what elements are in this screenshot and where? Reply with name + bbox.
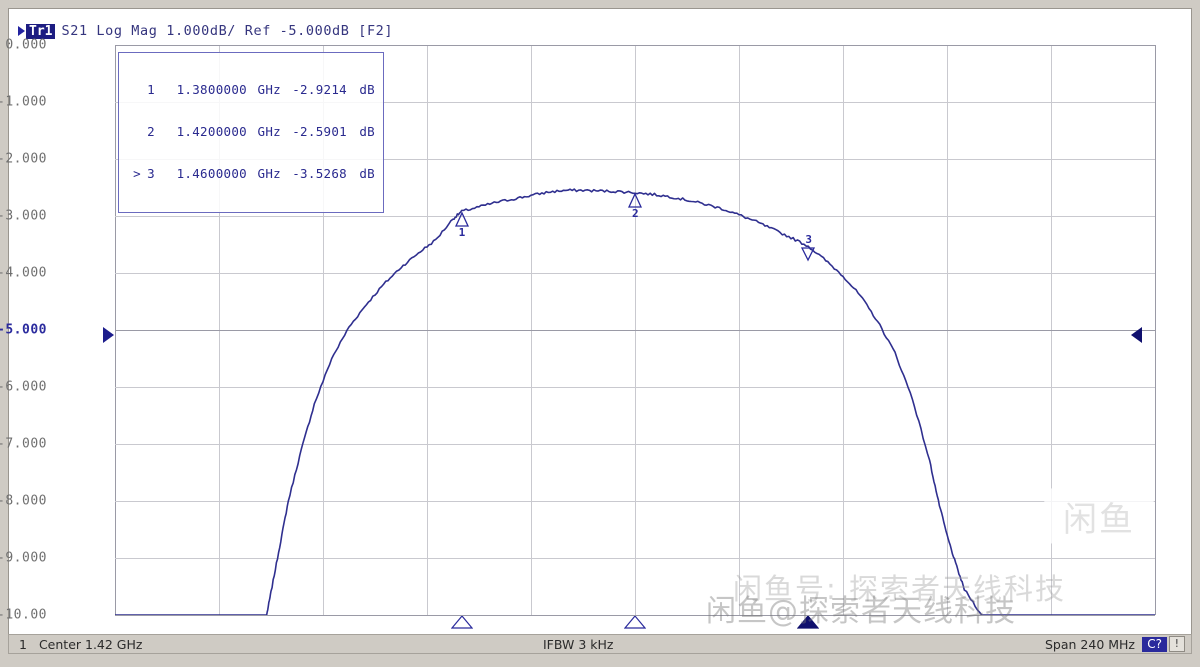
marker-value-unit: dB <box>359 124 375 139</box>
marker-row[interactable]: 2 1.4200000 GHz -2.5901 dB <box>123 125 375 139</box>
grid-line-horizontal <box>115 216 1155 217</box>
grid-line-horizontal <box>115 387 1155 388</box>
grid-line-horizontal <box>115 558 1155 559</box>
marker-number: 3 <box>147 166 155 181</box>
y-axis-tick-label: -4.000 <box>0 265 47 281</box>
marker-value: -2.9214 <box>292 82 347 97</box>
y-axis-tick-label: -10.00 <box>0 607 47 623</box>
grid-line-horizontal <box>115 102 1155 103</box>
marker-row[interactable]: 1 1.3800000 GHz -2.9214 dB <box>123 83 375 97</box>
axis-marker-icon[interactable] <box>624 616 646 629</box>
grid-line-vertical <box>1155 45 1156 615</box>
y-axis-tick-label: -8.000 <box>0 493 47 509</box>
trace-marker-label: 1 <box>458 225 466 239</box>
y-axis-tick-label: -9.000 <box>0 550 47 566</box>
trace-select-badge[interactable]: Tr1 <box>26 23 56 39</box>
marker-active-indicator <box>123 83 141 97</box>
marker-frequency: 1.4600000 <box>176 166 247 181</box>
marker-row[interactable]: > 3 1.4600000 GHz -3.5268 dB <box>123 167 375 181</box>
y-axis-tick-label: -2.000 <box>0 151 47 167</box>
marker-triangle-down-icon <box>801 247 816 262</box>
grid-line-horizontal <box>115 501 1155 502</box>
grid-line-horizontal <box>115 330 1155 331</box>
marker-value-unit: dB <box>359 82 375 97</box>
grid-line-horizontal <box>115 159 1155 160</box>
marker-frequency-unit: GHz <box>257 124 281 139</box>
channel-number[interactable]: 1 <box>19 636 27 652</box>
trace-title-bar[interactable]: Tr1 S21 Log Mag 1.000dB/ Ref -5.000dB [F… <box>18 23 393 39</box>
marker-frequency: 1.4200000 <box>176 124 247 139</box>
grid-line-horizontal <box>115 444 1155 445</box>
calibration-status-badge[interactable]: C? <box>1142 636 1167 652</box>
y-axis-tick-label: -7.000 <box>0 436 47 452</box>
marker-value: -3.5268 <box>292 166 347 181</box>
marker-active-indicator <box>123 125 141 139</box>
grid-line-horizontal <box>115 273 1155 274</box>
y-axis-tick-label: -1.000 <box>0 94 47 110</box>
alert-flag-badge[interactable]: ! <box>1168 636 1185 652</box>
marker-number: 2 <box>147 124 155 139</box>
reference-level-arrow-left[interactable] <box>103 327 114 343</box>
marker-value: -2.5901 <box>292 124 347 139</box>
marker-frequency-unit: GHz <box>257 82 281 97</box>
axis-marker-icon[interactable] <box>450 616 473 629</box>
center-frequency-readout[interactable]: Center 1.42 GHz <box>38 636 143 652</box>
y-axis-tick-label: -6.000 <box>0 379 47 395</box>
axis-marker-active-icon[interactable] <box>797 616 820 629</box>
marker-triangle-up-icon <box>627 192 643 208</box>
ifbw-readout[interactable]: IFBW 3 kHz <box>543 636 614 652</box>
marker-frequency-unit: GHz <box>257 166 281 181</box>
s21-trace <box>115 188 1155 615</box>
plot-area[interactable]: 1 2 3 <box>115 45 1156 616</box>
y-axis-tick-label: -3.000 <box>0 208 47 224</box>
reference-level-arrow-right[interactable] <box>1131 327 1142 343</box>
y-axis-tick-label: 0.000 <box>5 37 47 53</box>
marker-number: 1 <box>147 82 155 97</box>
trace-format-text: S21 Log Mag 1.000dB/ Ref -5.000dB [F2] <box>61 23 394 39</box>
marker-triangle-up-icon <box>454 211 469 227</box>
span-readout[interactable]: Span 240 MHz <box>1044 636 1135 652</box>
trace-marker-label: 2 <box>632 206 639 220</box>
status-bar: 1 Center 1.42 GHz IFBW 3 kHz Span 240 MH… <box>8 634 1192 654</box>
grid-line-horizontal <box>115 45 1155 46</box>
marker-value-unit: dB <box>359 166 375 181</box>
play-triangle-icon <box>18 26 25 36</box>
marker-active-indicator: > <box>133 166 141 181</box>
marker-readout-table[interactable]: 1 1.3800000 GHz -2.9214 dB 2 1.4200000 G… <box>118 52 384 213</box>
y-axis-tick-label: -5.000 <box>0 322 47 338</box>
marker-frequency: 1.3800000 <box>176 82 247 97</box>
trace-marker-label: 3 <box>805 233 812 247</box>
